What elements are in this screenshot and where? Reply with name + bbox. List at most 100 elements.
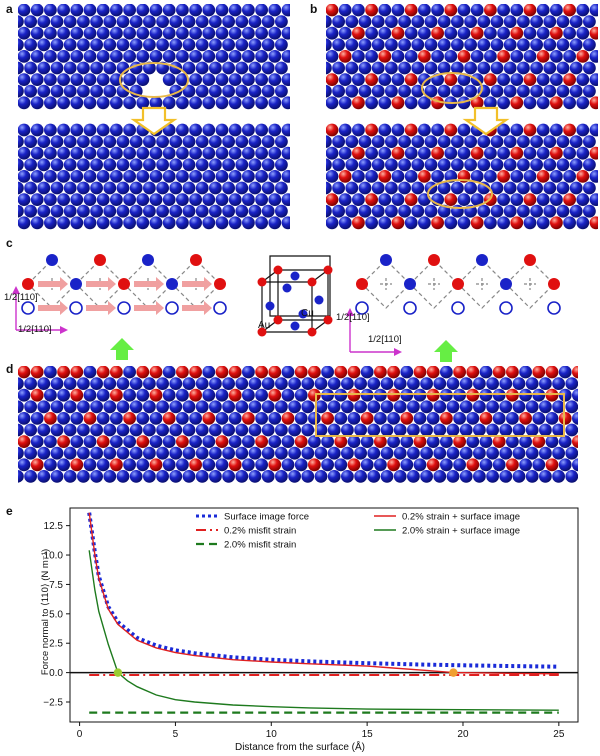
cu-atom <box>380 423 394 437</box>
au-atom <box>479 412 493 425</box>
cu-atom <box>235 38 249 52</box>
au-atom <box>431 26 444 40</box>
cu-atom <box>18 470 24 483</box>
cu-atom <box>530 61 543 75</box>
au-atom <box>374 366 387 379</box>
cu-atom <box>195 135 209 149</box>
cu-atom <box>129 158 143 172</box>
cu-atom <box>18 170 31 183</box>
au-atom <box>18 435 31 448</box>
cu-atom <box>182 446 196 460</box>
au-atom <box>492 366 506 379</box>
cu-atom <box>90 61 103 75</box>
au-atom <box>268 388 282 402</box>
cu-atom <box>385 61 398 75</box>
cu-atom <box>479 366 493 379</box>
cu-atom <box>326 146 339 160</box>
panel-a-bottom-lattice <box>18 123 290 230</box>
au-atom <box>391 26 405 40</box>
panel-e-force-chart: Distance from the surface (Å) Force norm… <box>40 507 579 753</box>
cu-atom <box>50 181 64 195</box>
cu-atom <box>116 135 130 149</box>
au-atom <box>118 278 130 290</box>
au-atom <box>30 366 44 379</box>
cu-atom <box>176 170 189 183</box>
cu-atom <box>176 50 189 63</box>
cu-atom <box>103 38 117 52</box>
au-atom <box>255 366 268 379</box>
cu-atom <box>235 470 249 483</box>
cu-atom <box>24 158 37 172</box>
cu-atom <box>189 170 203 183</box>
cu-atom <box>385 204 398 218</box>
cu-atom <box>37 470 51 483</box>
unit-cell-diagram <box>257 265 333 337</box>
cu-atom <box>123 216 136 230</box>
cu-atom <box>354 400 367 414</box>
cu-atom <box>242 123 255 137</box>
highlight-ellipse <box>119 62 189 98</box>
cu-atom <box>248 61 262 75</box>
au-atom <box>326 193 339 206</box>
cu-atom <box>517 158 530 172</box>
cu-atom <box>398 135 411 149</box>
cu-atom <box>202 50 216 63</box>
cu-atom <box>162 435 176 448</box>
cu-atom <box>371 158 385 172</box>
cu-atom <box>583 181 596 195</box>
cu-atom <box>433 377 447 390</box>
cu-atom <box>563 50 576 63</box>
cu-atom <box>50 204 64 218</box>
cu-atom <box>418 146 431 160</box>
cu-atom <box>90 38 103 52</box>
au-atom <box>589 96 598 110</box>
cu-atom <box>222 61 236 75</box>
cu-atom <box>433 446 447 460</box>
lattice-bond <box>505 259 555 309</box>
cu-atom <box>576 216 590 230</box>
cu-atom <box>326 158 332 172</box>
cu-atom <box>367 400 381 414</box>
au-atom <box>400 412 414 425</box>
cu-atom <box>589 50 598 63</box>
cu-atom <box>490 84 504 98</box>
cu-atom <box>497 73 510 86</box>
cu-atom <box>385 84 398 98</box>
cu-atom <box>202 96 216 110</box>
au-atom <box>255 435 268 448</box>
au-atom <box>308 366 321 379</box>
cu-atom <box>182 84 196 98</box>
panel-label-c: c <box>6 236 13 250</box>
cu-atom <box>18 400 24 414</box>
cu-atom <box>385 135 398 149</box>
au-atom <box>444 4 458 17</box>
lattice-bond <box>409 259 459 309</box>
au-atom <box>136 435 150 448</box>
cu-atom <box>517 84 530 98</box>
cu-atom <box>149 170 163 183</box>
cu-atom <box>510 170 524 183</box>
cu-atom <box>572 412 578 425</box>
cu-atom <box>215 73 229 86</box>
cu-atom <box>96 26 110 40</box>
cu-atom <box>222 377 236 390</box>
au-atom <box>110 458 123 472</box>
cu-atom <box>189 412 203 425</box>
cu-atom <box>228 73 242 86</box>
cu-atom <box>424 84 438 98</box>
cu-atom <box>176 388 189 402</box>
cu-atom <box>345 61 359 75</box>
au-atom <box>190 254 202 266</box>
au-atom <box>365 193 378 207</box>
cu-atom <box>525 400 539 414</box>
cu-atom <box>490 61 504 75</box>
cu-atom <box>103 400 117 414</box>
cu-atom <box>523 170 537 183</box>
cu-atom <box>176 146 189 160</box>
cu-atom <box>169 15 183 28</box>
cu-atom <box>294 458 308 472</box>
cu-atom <box>242 146 255 160</box>
cu-atom <box>24 38 37 52</box>
cu-atom <box>182 204 196 218</box>
cu-atom <box>288 377 301 390</box>
